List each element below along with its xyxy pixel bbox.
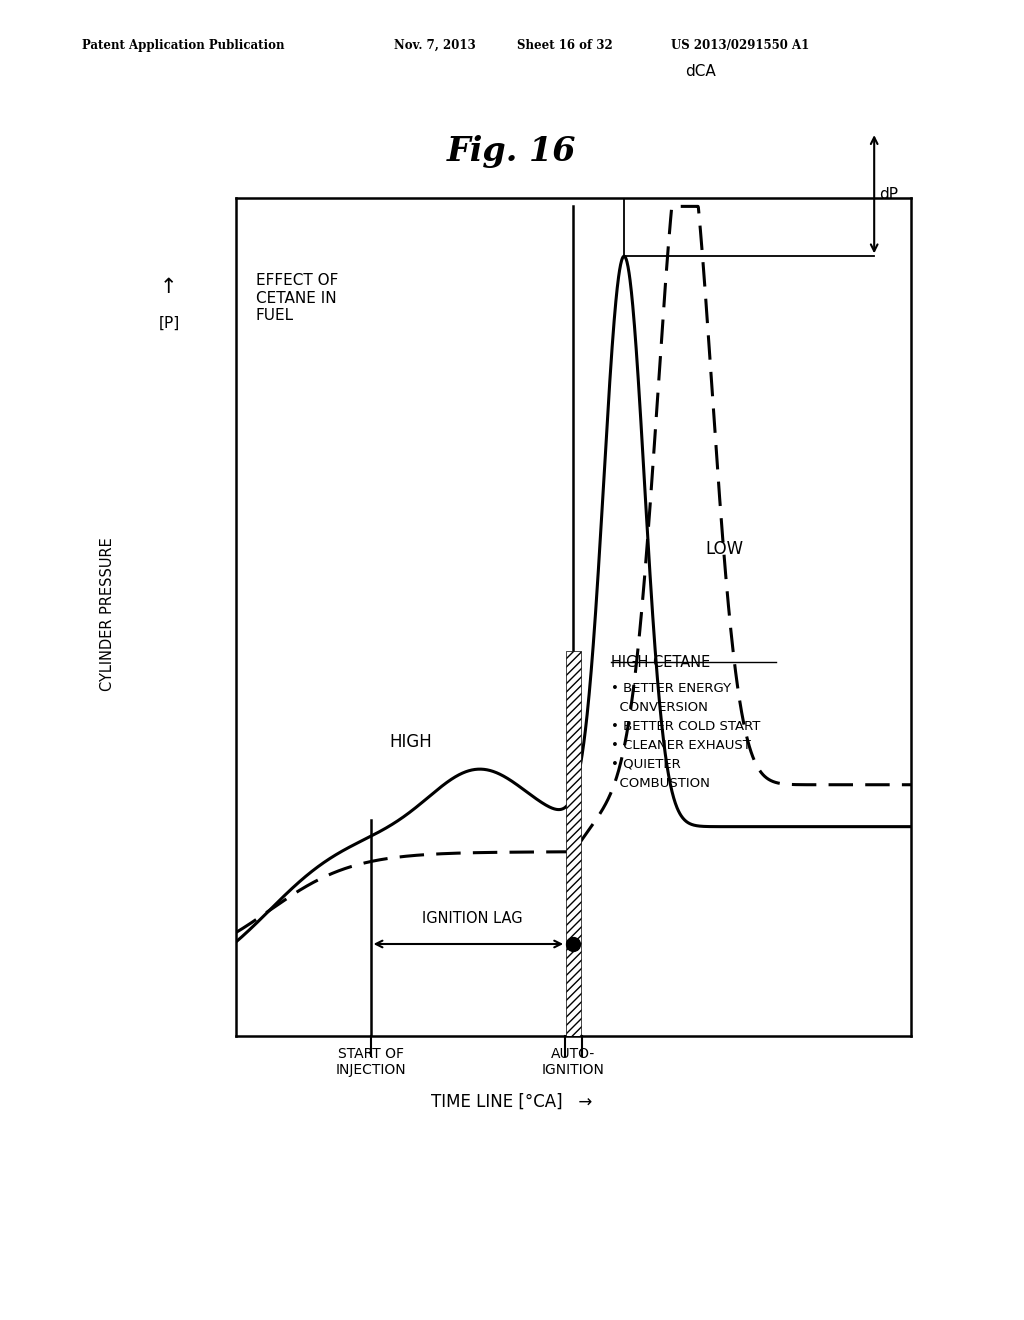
Text: HIGH: HIGH — [390, 733, 432, 751]
Text: Nov. 7, 2013: Nov. 7, 2013 — [394, 38, 476, 51]
Text: TIME LINE [°CA]   →: TIME LINE [°CA] → — [431, 1093, 593, 1111]
Text: [P]: [P] — [159, 315, 179, 331]
Text: AUTO-
IGNITION: AUTO- IGNITION — [542, 1047, 605, 1077]
Text: dP: dP — [880, 186, 899, 202]
Text: Sheet 16 of 32: Sheet 16 of 32 — [517, 38, 613, 51]
Text: LOW: LOW — [706, 540, 743, 558]
Text: • BETTER ENERGY
  CONVERSION
• BETTER COLD START
• CLEANER EXHAUST
• QUIETER
  C: • BETTER ENERGY CONVERSION • BETTER COLD… — [610, 681, 760, 789]
Text: ↑: ↑ — [160, 277, 178, 297]
Text: HIGH CETANE: HIGH CETANE — [610, 655, 710, 669]
Polygon shape — [566, 651, 581, 1036]
Text: dCA: dCA — [685, 65, 716, 79]
Text: EFFECT OF
CETANE IN
FUEL: EFFECT OF CETANE IN FUEL — [256, 273, 338, 323]
Text: Fig. 16: Fig. 16 — [447, 135, 577, 168]
Text: IGNITION LAG: IGNITION LAG — [422, 911, 522, 925]
Text: START OF
INJECTION: START OF INJECTION — [336, 1047, 406, 1077]
Text: CYLINDER PRESSURE: CYLINDER PRESSURE — [100, 537, 115, 690]
Text: Patent Application Publication: Patent Application Publication — [82, 38, 285, 51]
Text: US 2013/0291550 A1: US 2013/0291550 A1 — [671, 38, 809, 51]
